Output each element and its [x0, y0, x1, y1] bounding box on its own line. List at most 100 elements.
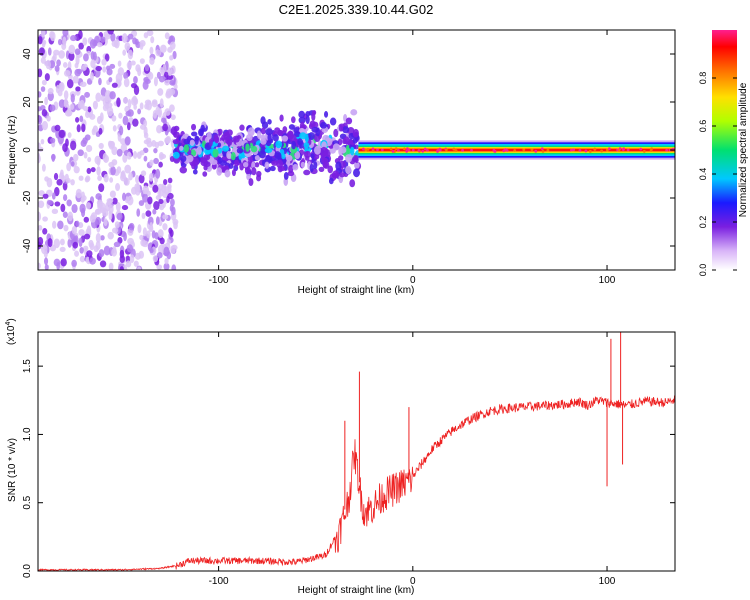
heatmap-cell: [74, 48, 81, 55]
heatmap-cell: [121, 33, 128, 43]
heatmap-cell: [106, 198, 114, 204]
heatmap-cell: [164, 71, 169, 78]
heatmap-cell: [41, 39, 47, 46]
heatmap-cell: [332, 170, 340, 178]
heatmap-cell: [402, 147, 406, 151]
heatmap-cell: [100, 235, 105, 241]
heatmap-cell: [75, 116, 80, 123]
heatmap-cell: [98, 127, 103, 135]
heatmap-cell: [156, 264, 163, 270]
figure-title: C2E1.2025.339.10.44.G02: [279, 2, 434, 17]
heatmap-cell: [121, 204, 129, 211]
heatmap-cell: [164, 108, 171, 116]
heatmap-cell: [172, 139, 180, 145]
heatmap-cell: [110, 166, 116, 176]
heatmap-cell: [371, 147, 375, 151]
heatmap-cell: [77, 149, 84, 157]
heatmap-cell: [143, 155, 148, 162]
heatmap-cell: [157, 88, 164, 96]
heatmap-cell: [101, 58, 107, 66]
snr-exponent-prefix: (x10: [6, 325, 17, 345]
colorbar-tick-label: 0.0: [698, 264, 708, 277]
heatmap-cell: [109, 63, 116, 70]
colorbar-tick-label: 0.2: [698, 216, 708, 229]
heatmap-cell: [332, 143, 340, 151]
heatmap-cell: [80, 139, 87, 147]
heatmap-cell: [159, 98, 164, 108]
snr-y-tick-label: 1.0: [22, 427, 33, 441]
heatmap-cell: [584, 149, 588, 153]
heatmap-cell: [300, 161, 306, 168]
heatmap-cell: [124, 42, 131, 51]
heatmap-cell: [111, 227, 119, 234]
heatmap-cell: [161, 185, 167, 193]
snr-plot: [38, 332, 675, 571]
heatmap-cell: [147, 196, 153, 205]
heatmap-cell: [79, 247, 84, 254]
heatmap-cell: [145, 210, 152, 217]
heatmap-cell: [92, 100, 98, 110]
heatmap-cell: [170, 114, 176, 121]
heatmap-cell: [134, 183, 140, 192]
snr-x-tick-label: -100: [209, 576, 229, 587]
heatmap-cell: [50, 31, 56, 42]
heatmap-cell: [47, 47, 52, 56]
heatmap-cell: [56, 59, 61, 67]
heatmap-cell: [70, 179, 75, 186]
heatmap-cell: [143, 132, 149, 139]
heatmap-cell: [267, 119, 272, 125]
spectrogram-x-tick-label: 100: [599, 275, 616, 286]
heatmap-cell: [53, 49, 60, 56]
heatmap-cell: [298, 116, 306, 124]
heatmap-cell: [67, 211, 74, 222]
heatmap-cell: [63, 70, 71, 77]
heatmap-cell: [139, 58, 145, 64]
heatmap-cell: [540, 147, 544, 151]
colorbar-tick-label: 0.4: [698, 168, 708, 181]
heatmap-cell: [46, 177, 53, 188]
heatmap-cell: [97, 175, 102, 181]
heatmap-cell: [285, 154, 293, 162]
heatmap-cell: [245, 143, 250, 152]
heatmap-cell: [122, 192, 126, 202]
heatmap-cell: [534, 149, 538, 153]
heatmap-cell: [60, 203, 66, 213]
heatmap-cell: [38, 36, 43, 45]
heatmap-cell: [140, 170, 147, 177]
heatmap-cell: [95, 216, 102, 225]
heatmap-cell: [129, 254, 135, 263]
heatmap-cell: [116, 166, 122, 174]
heatmap-cell: [313, 145, 322, 155]
heatmap-cell: [117, 60, 122, 67]
heatmap-cell: [62, 36, 67, 47]
heatmap-cell: [142, 227, 147, 237]
heatmap-cell: [155, 168, 161, 179]
heatmap-cell: [152, 184, 159, 193]
heatmap-cell: [41, 120, 48, 131]
heatmap-cell: [159, 237, 165, 245]
heatmap-cell: [376, 148, 379, 152]
heatmap-cell: [113, 241, 121, 248]
heatmap-cell: [353, 161, 360, 169]
heatmap-cell: [546, 148, 550, 152]
heatmap-cell: [63, 98, 69, 109]
heatmap-cell: [328, 177, 334, 185]
spectrogram-x-tick-label: -100: [209, 275, 229, 286]
heatmap-cell: [461, 148, 464, 152]
heatmap-cell: [62, 143, 68, 153]
heatmap-cell: [89, 39, 97, 49]
heatmap-cell: [156, 71, 161, 79]
heatmap-cell: [169, 41, 176, 50]
heatmap-cell: [454, 149, 458, 152]
heatmap-cell: [150, 36, 155, 44]
heatmap-cell: [38, 47, 45, 56]
heatmap-cell: [167, 185, 172, 194]
heatmap-cell: [277, 152, 282, 160]
heatmap-cell: [214, 135, 220, 144]
heatmap-cell: [75, 220, 80, 228]
heatmap-cell: [99, 112, 104, 122]
heatmap-cell: [54, 186, 60, 197]
heatmap-cell: [123, 77, 130, 88]
heatmap-cell: [324, 111, 329, 118]
heatmap-cell: [256, 174, 262, 182]
